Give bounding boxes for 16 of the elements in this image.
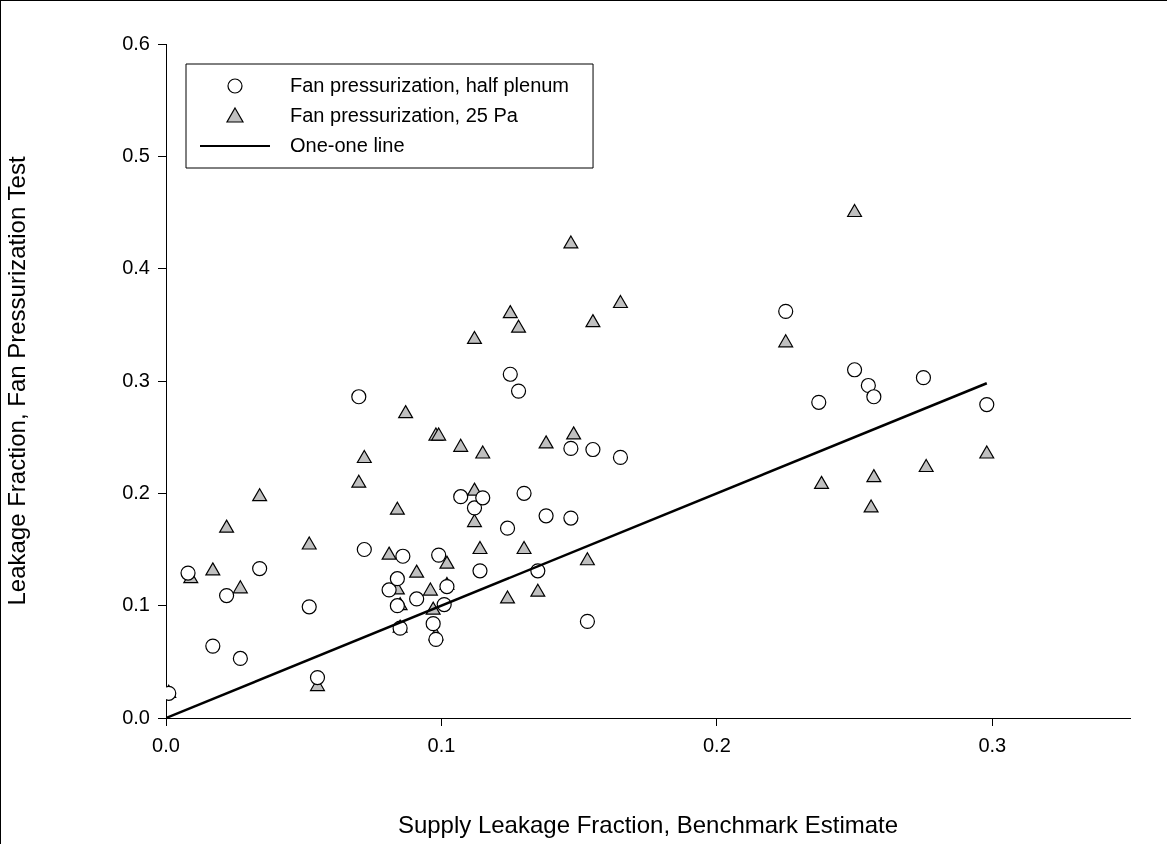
y-tick-label: 0.3 bbox=[122, 368, 150, 391]
y-tick-label: 0.5 bbox=[122, 143, 150, 166]
x-tick-label: 0.2 bbox=[702, 733, 731, 756]
x-tick-label: 0.0 bbox=[152, 733, 180, 756]
y-tick-label: 0.1 bbox=[122, 593, 150, 616]
legend-label: One-one line bbox=[290, 133, 405, 156]
legend-label: Fan pressurization, half plenum bbox=[290, 73, 570, 96]
x-tick-label: 0.3 bbox=[978, 733, 1007, 756]
y-tick-label: 0.4 bbox=[122, 256, 150, 279]
y-tick-label: 0.6 bbox=[122, 31, 150, 54]
legend-label: Fan pressurization, 25 Pa bbox=[290, 103, 519, 126]
y-tick-label: 0.0 bbox=[122, 705, 150, 728]
x-axis-title: Supply Leakage Fraction, Benchmark Estimate bbox=[397, 811, 899, 839]
y-axis-title: Leakage Fraction, Fan Pressurization Test bbox=[3, 156, 31, 606]
y-tick-label: 0.2 bbox=[122, 480, 150, 503]
x-tick-label: 0.1 bbox=[427, 733, 456, 756]
